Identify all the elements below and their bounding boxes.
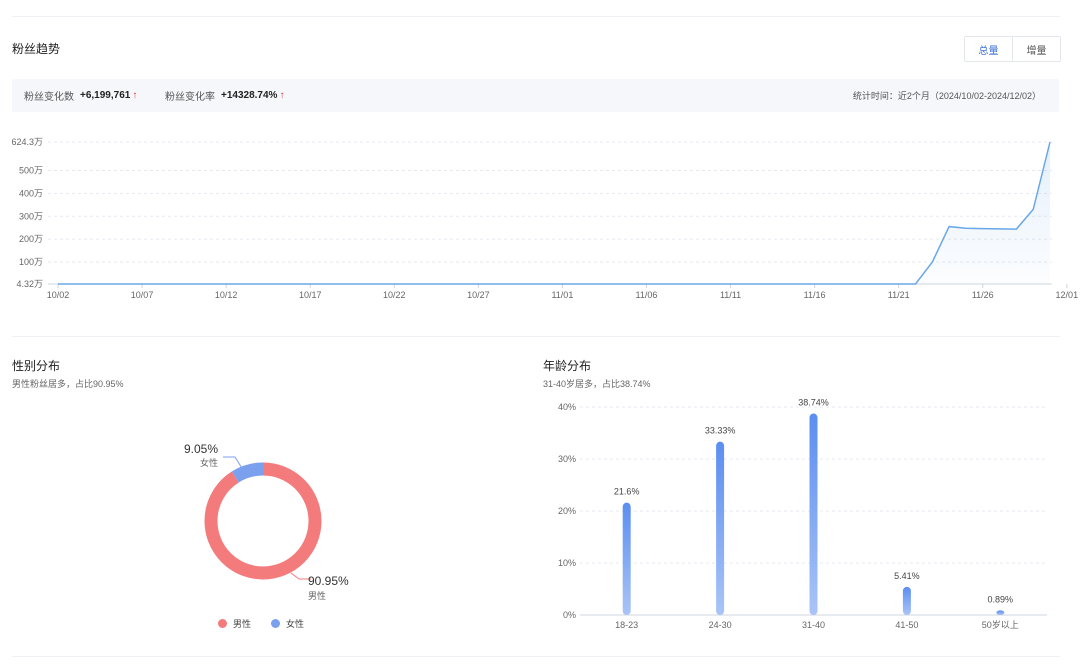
- fan-change-count: 粉丝变化数 +6,199,761 ↑: [24, 79, 137, 112]
- age-x-tick-label: 41-50: [895, 620, 918, 630]
- trend-x-tick-label: 11/11: [720, 290, 741, 300]
- age-title: 年龄分布: [543, 359, 592, 373]
- legend-male-label: 男性: [233, 619, 252, 629]
- female-name-label: 女性: [200, 457, 218, 468]
- trend-title: 粉丝趋势: [12, 42, 61, 56]
- trend-y-tick-label: 624.3万: [11, 137, 43, 147]
- age-y-tick-label: 0%: [563, 610, 576, 620]
- trend-x-tick-label: 11/26: [972, 290, 994, 300]
- up-arrow-icon: ↑: [132, 90, 138, 101]
- female-legend-dot-icon: [271, 619, 281, 628]
- age-value-label: 21.6%: [614, 487, 640, 497]
- age-y-tick-label: 10%: [558, 558, 576, 568]
- age-value-label: 0.89%: [988, 594, 1014, 604]
- trend-y-tick-label: 300万: [19, 211, 43, 221]
- age-subtitle: 31-40岁居多，占比38.74%: [543, 379, 651, 389]
- bottom-divider: [12, 656, 1060, 657]
- age-y-tick-label: 30%: [558, 454, 576, 464]
- fan-change-count-value: +6,199,761: [80, 90, 131, 101]
- male-name-label: 男性: [308, 590, 326, 601]
- trend-x-tick-label: 11/21: [888, 290, 910, 300]
- trend-x-tick-label: 11/06: [636, 290, 658, 300]
- legend-item-female[interactable]: 女性: [271, 617, 304, 630]
- fan-change-rate: 粉丝变化率 +14328.74% ↑: [165, 79, 284, 112]
- toggle-total-button[interactable]: 总量: [965, 37, 1013, 61]
- age-x-tick-label: 50岁以上: [982, 619, 1019, 630]
- fan-change-rate-label: 粉丝变化率: [165, 92, 215, 103]
- age-bar-0: [622, 502, 631, 615]
- gender-donut-chart: 90.95% 男性 9.05%女性: [184, 442, 349, 601]
- trend-y-tick-label: 400万: [19, 188, 43, 198]
- fan-trend-chart: 4.32万 100万 200万 300万 400万 500万 624.3万 10/02 10/0…: [11, 137, 1079, 300]
- male-percent-label: 90.95%: [308, 574, 349, 588]
- gender-legend: 男性 女性: [218, 617, 304, 630]
- trend-x-tick-label: 11/16: [804, 290, 826, 300]
- gender-title: 性别分布: [12, 359, 61, 373]
- gender-slice-female: [204, 462, 322, 580]
- trend-x-tick-label: 10/17: [299, 290, 322, 300]
- trend-x-tick-label: 10/12: [215, 290, 238, 300]
- trend-series-line: [58, 141, 1051, 285]
- up-arrow-icon: ↑: [279, 90, 285, 101]
- total-increment-toggle[interactable]: 总量 增量: [964, 36, 1061, 62]
- trend-y-tick-label: 100万: [19, 257, 43, 267]
- section-divider: [12, 336, 1060, 337]
- toggle-increment-button[interactable]: 增量: [1026, 45, 1047, 57]
- gender-subtitle: 男性粉丝居多，占比90.95%: [12, 379, 124, 389]
- trend-x-tick-label: 11/01: [551, 290, 573, 300]
- male-legend-dot-icon: [218, 619, 227, 628]
- age-bar-2: [809, 413, 818, 615]
- age-y-tick-label: 20%: [558, 506, 576, 516]
- fan-change-rate-value: +14328.74%: [221, 90, 278, 101]
- age-x-tick-label: 31-40: [802, 620, 825, 630]
- age-x-tick-label: 24-30: [709, 620, 732, 630]
- age-value-label: 5.41%: [894, 571, 920, 581]
- trend-y-tick-label: 500万: [19, 165, 43, 175]
- age-bar-3: [902, 586, 911, 615]
- age-x-tick-label: 18-23: [615, 620, 638, 630]
- female-percent-label: 9.05%: [184, 442, 218, 456]
- age-value-label: 33.33%: [705, 426, 736, 436]
- trend-area-fill: [58, 142, 1050, 284]
- top-divider: [12, 16, 1060, 17]
- trend-y-tick-label: 4.32万: [16, 279, 43, 289]
- age-y-tick-label: 40%: [558, 402, 576, 412]
- female-label-leader: [223, 456, 246, 474]
- age-bar-chart: 0% 10% 20% 30% 40% 21.6% 18-23 33.33% 24-30 38.74…: [558, 398, 1047, 630]
- trend-x-tick-label: 12/01: [1056, 290, 1079, 300]
- stat-time-range: 统计时间：近2个月（2024/10/02-2024/12/02）: [852, 91, 1041, 101]
- male-label-leader: [290, 572, 311, 580]
- trend-x-tick-label: 10/22: [383, 290, 406, 300]
- age-value-label: 38.74%: [798, 398, 829, 408]
- legend-female-label: 女性: [286, 619, 305, 629]
- age-bar-4: [996, 610, 1005, 615]
- trend-x-tick-label: 10/02: [47, 290, 70, 300]
- legend-item-male[interactable]: 男性: [218, 617, 251, 630]
- trend-stats-bar: 粉丝变化数 +6,199,761 ↑ 粉丝变化率 +14328.74% ↑ 统计…: [12, 79, 1059, 112]
- age-bar-1: [716, 441, 725, 615]
- trend-y-tick-label: 200万: [19, 234, 43, 244]
- gender-slice-male: [204, 462, 322, 580]
- trend-x-tick-label: 10/27: [467, 290, 490, 300]
- trend-x-tick-label: 10/07: [131, 290, 154, 300]
- fan-change-count-label: 粉丝变化数: [24, 92, 74, 103]
